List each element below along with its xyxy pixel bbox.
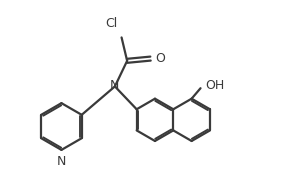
- Text: OH: OH: [205, 79, 224, 92]
- Text: N: N: [110, 79, 120, 93]
- Text: Cl: Cl: [105, 17, 118, 30]
- Text: N: N: [57, 155, 67, 168]
- Text: O: O: [155, 52, 165, 65]
